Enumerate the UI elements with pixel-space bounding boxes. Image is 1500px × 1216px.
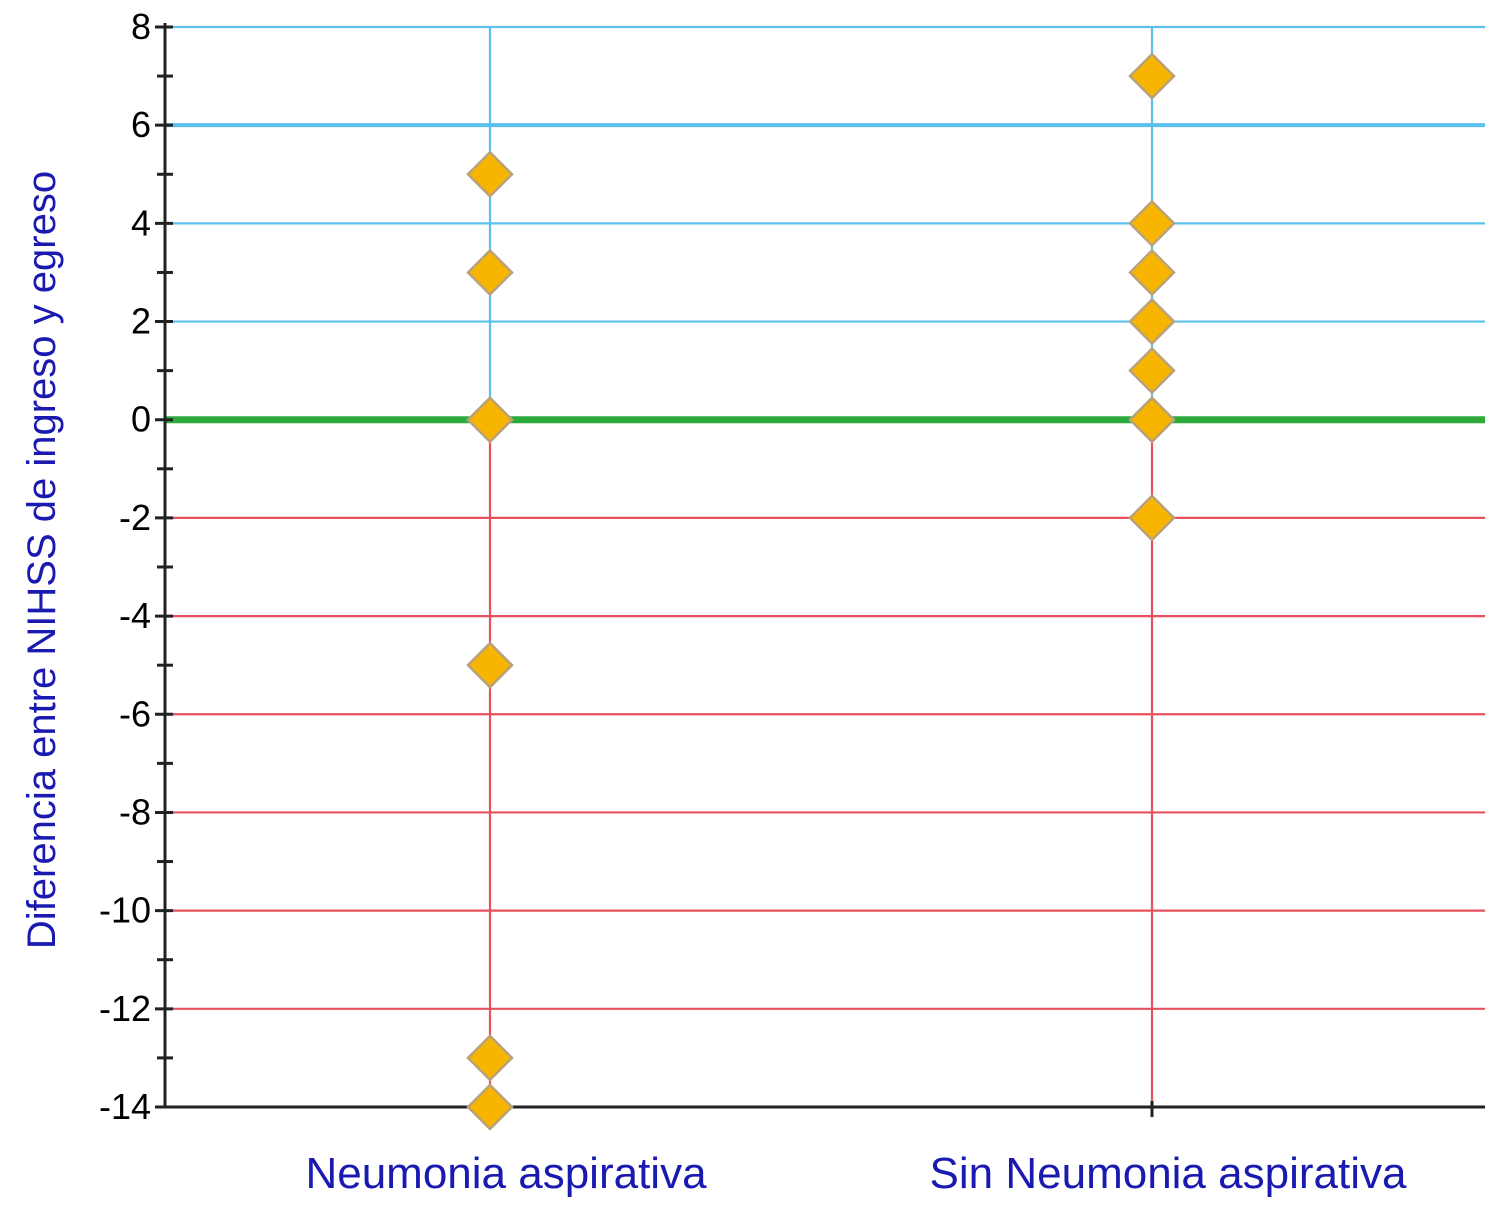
data-point-diamond-icon [466, 150, 514, 199]
grid-lines [165, 25, 1485, 1010]
y-tick-label: -10 [99, 890, 151, 931]
y-tick-label: -6 [119, 693, 151, 734]
data-point-diamond-icon [1128, 297, 1176, 346]
y-tick-label: 6 [131, 104, 151, 145]
y-tick-label: -8 [119, 791, 151, 832]
data-point-diamond-icon [466, 641, 514, 689]
data-point-diamond-icon [1128, 395, 1176, 444]
y-tick-label: -4 [119, 595, 151, 636]
y-tick-label: -12 [99, 988, 151, 1029]
data-point-diamond-icon [1128, 52, 1176, 100]
y-tick-label: 2 [131, 301, 151, 342]
labels: Neumonia aspirativa Sin Neumonia aspirati… [20, 171, 1407, 1198]
x-category-label: Neumonia aspirativa [305, 1149, 707, 1198]
data-point-diamond-icon [466, 1083, 514, 1131]
data-point-diamond-icon [466, 395, 514, 444]
category-guide-lines [488, 27, 1154, 1107]
data-point-diamond-icon [1128, 346, 1176, 395]
data-point-diamond-icon [466, 1034, 514, 1082]
data-point-diamond-icon [1128, 199, 1176, 248]
data-point-diamond-icon [1128, 248, 1176, 297]
data-point-diamond-icon [466, 248, 514, 297]
y-tick-label: -14 [99, 1086, 151, 1127]
y-axis: 8 6 4 2 0 -2 -4 -6 -8 -10 -12 -14 [99, 6, 173, 1127]
y-axis-title: Diferencia entre NIHSS de ingreso y egre… [20, 171, 64, 949]
y-tick-label: 4 [131, 202, 151, 243]
data-points [466, 52, 1176, 1131]
y-tick-label: -2 [119, 497, 151, 538]
data-point-diamond-icon [1128, 494, 1176, 542]
x-category-label: Sin Neumonia aspirativa [930, 1149, 1407, 1198]
y-tick-label: 8 [131, 6, 151, 47]
x-axis [165, 1101, 1485, 1117]
y-tick-label: 0 [131, 399, 151, 440]
